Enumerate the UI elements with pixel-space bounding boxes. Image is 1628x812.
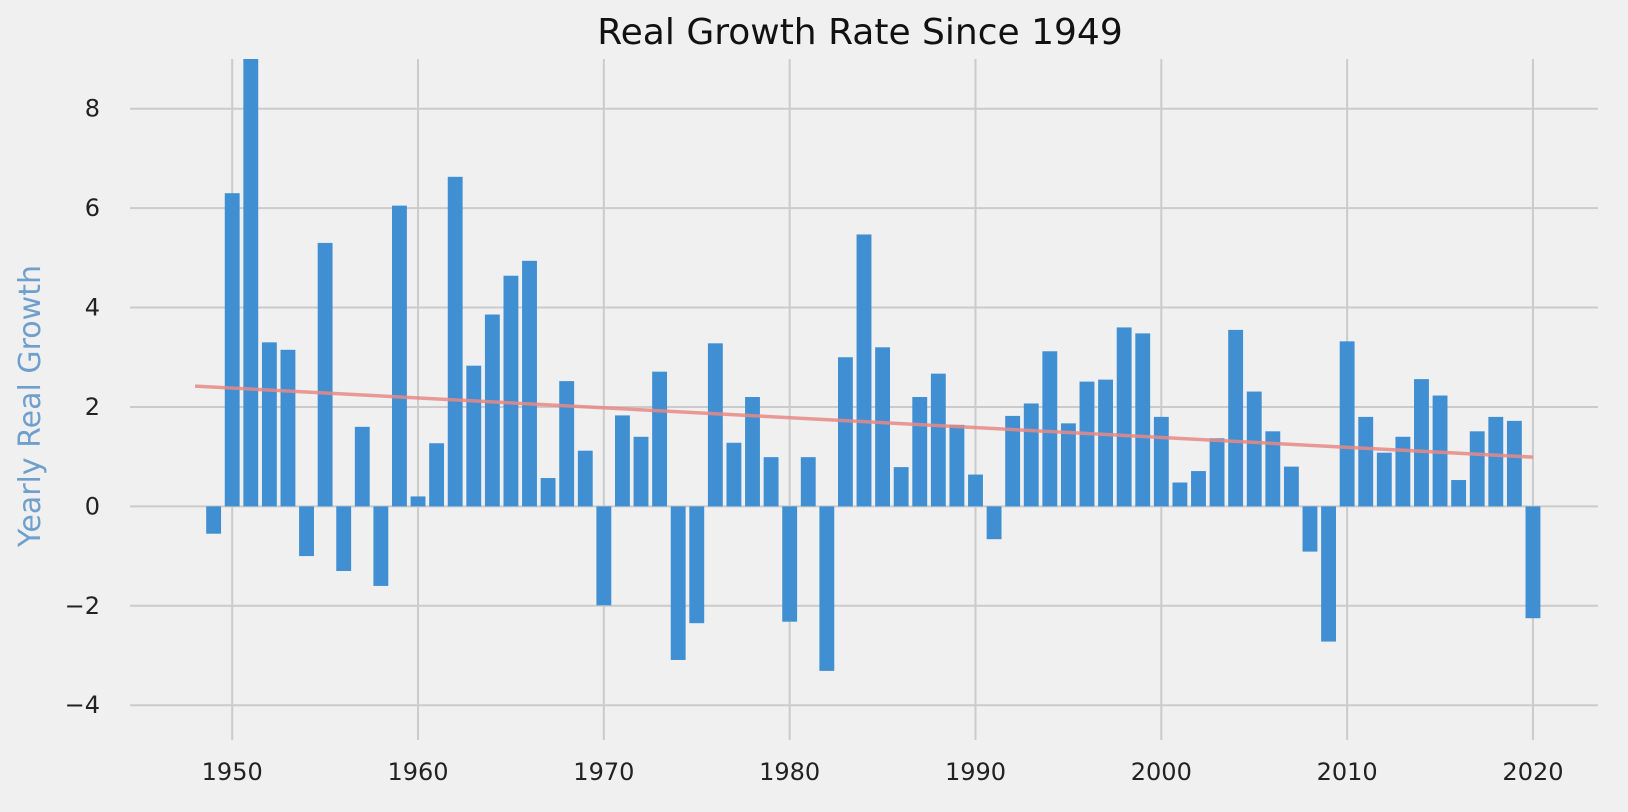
bar-2009 <box>1321 506 1336 642</box>
bar-2001 <box>1172 482 1188 507</box>
x-tick-label: 1970 <box>573 758 634 786</box>
bar-1973 <box>652 371 668 507</box>
bar-1978 <box>745 397 760 507</box>
bar-1980 <box>782 506 798 622</box>
bar-1966 <box>522 260 537 507</box>
bar-2002 <box>1191 471 1206 507</box>
y-tick-label: 8 <box>85 95 100 123</box>
bar-1984 <box>856 234 872 507</box>
bar-1968 <box>559 381 575 507</box>
bar-2016 <box>1451 480 1467 507</box>
bar-1994 <box>1042 351 1058 507</box>
bar-2013 <box>1395 436 1411 507</box>
bar-1950 <box>224 193 240 507</box>
bar-1995 <box>1060 423 1076 507</box>
bar-1962 <box>447 176 463 507</box>
y-axis-label: Yearly Real Growth <box>13 265 48 548</box>
bar-2000 <box>1153 416 1169 507</box>
bar-2004 <box>1228 329 1244 507</box>
x-tick-label: 2020 <box>1502 758 1563 786</box>
bar-1949 <box>206 506 222 534</box>
bar-1974 <box>670 506 686 660</box>
y-tick-label: 2 <box>85 393 100 421</box>
x-tick-label: 1960 <box>387 758 448 786</box>
bar-1997 <box>1098 379 1114 507</box>
x-tick-label: 1990 <box>945 758 1006 786</box>
y-tick-labels: −4 −2 0 2 4 6 8 <box>65 95 100 719</box>
x-tick-labels: 1950 1960 1970 1980 1990 2000 2010 2020 <box>202 758 1564 786</box>
bar-1969 <box>577 450 593 507</box>
bar-1965 <box>503 275 519 507</box>
y-tick-label: 6 <box>85 194 100 222</box>
bar-1996 <box>1079 381 1095 507</box>
bar-1972 <box>633 436 649 507</box>
bar-1989 <box>949 424 965 507</box>
x-tick-label: 2000 <box>1131 758 1192 786</box>
bar-1971 <box>614 415 630 507</box>
bar-2020 <box>1525 506 1541 619</box>
chart-title: Real Growth Rate Since 1949 <box>597 12 1122 53</box>
y-tick-label: −2 <box>65 592 100 620</box>
bar-1988 <box>930 373 946 507</box>
bar-1998 <box>1116 327 1132 507</box>
bar-1954 <box>299 506 314 557</box>
y-tick-label: 0 <box>85 492 100 520</box>
bar-1952 <box>261 342 277 507</box>
bar-1983 <box>837 357 853 507</box>
bar-2005 <box>1246 391 1262 507</box>
trendline-group <box>194 384 1534 459</box>
x-tick-label: 2010 <box>1317 758 1378 786</box>
bar-1979 <box>763 457 779 507</box>
bar-1992 <box>1005 415 1021 507</box>
bar-2018 <box>1488 416 1504 507</box>
bar-1986 <box>893 467 909 507</box>
bar-1959 <box>392 205 407 507</box>
bar-1964 <box>484 314 500 507</box>
trendline <box>194 384 1534 459</box>
bar-2012 <box>1376 452 1392 507</box>
bar-1975 <box>689 506 705 624</box>
bar-1955 <box>317 242 333 507</box>
y-tick-label: −4 <box>65 691 100 719</box>
bar-1981 <box>800 457 816 507</box>
bar-2006 <box>1265 431 1281 507</box>
bar-1963 <box>466 365 482 507</box>
bar-1953 <box>280 349 296 507</box>
y-tick-label: 4 <box>85 294 100 322</box>
bar-1960 <box>410 496 426 507</box>
bar-2019 <box>1506 420 1522 507</box>
bar-2008 <box>1302 506 1318 552</box>
bar-2014 <box>1414 379 1429 507</box>
bar-2003 <box>1209 438 1225 507</box>
bar-1977 <box>726 442 742 507</box>
bar-1958 <box>373 506 389 586</box>
bar-1976 <box>707 343 723 507</box>
bar-1961 <box>429 443 445 507</box>
bar-series <box>206 59 1541 671</box>
bar-1957 <box>354 426 370 507</box>
bar-2017 <box>1469 431 1485 507</box>
bar-1956 <box>336 506 352 571</box>
bar-1970 <box>596 506 612 606</box>
bar-1991 <box>986 506 1002 540</box>
bar-2007 <box>1283 466 1299 507</box>
bar-1987 <box>912 397 928 507</box>
bar-1982 <box>819 506 835 671</box>
bar-1993 <box>1023 403 1039 507</box>
x-tick-label: 1980 <box>759 758 820 786</box>
bar-1999 <box>1135 333 1151 507</box>
bar-1967 <box>540 478 556 507</box>
bar-1990 <box>968 474 983 507</box>
bar-1985 <box>875 347 891 507</box>
bar-1951 <box>243 59 259 507</box>
x-tick-label: 1950 <box>202 758 263 786</box>
bar-2011 <box>1358 416 1374 507</box>
bar-2010 <box>1339 341 1355 507</box>
